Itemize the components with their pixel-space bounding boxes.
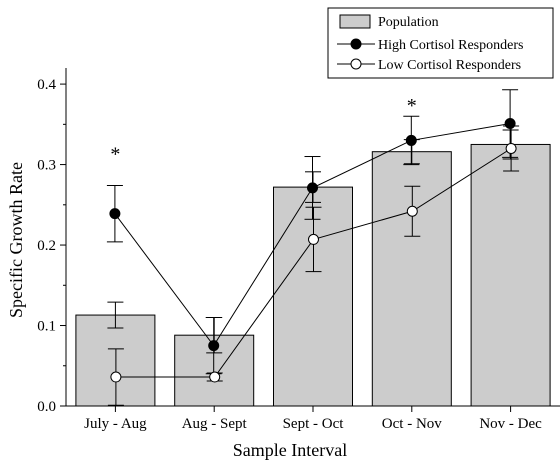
x-tick-label-1: Aug - Sept (182, 416, 248, 432)
x-tick-label-4: Nov - Dec (479, 416, 542, 432)
points-layer (109, 118, 517, 383)
y-tick-label-4: 0.4 (37, 77, 56, 93)
series0-point-1 (208, 340, 220, 352)
x-axis-title: Sample Interval (233, 440, 347, 460)
series0-point-3 (405, 134, 417, 146)
y-tick-label-3: 0.3 (37, 158, 56, 174)
significance-marker-1: * (407, 95, 417, 117)
legend-population-label: Population (378, 15, 439, 30)
legend-population-swatch (339, 14, 371, 29)
y-tick-label-0: 0.0 (37, 399, 56, 415)
bar-4 (470, 143, 551, 407)
series1-point-4 (505, 142, 517, 154)
legend-high-marker (350, 38, 362, 50)
bar-0 (75, 314, 156, 407)
series1-point-1 (209, 371, 221, 383)
x-tick-label-3: Oct - Nov (382, 416, 442, 432)
legend-low-label: Low Cortisol Responders (378, 58, 521, 73)
series0-point-2 (307, 182, 318, 194)
axes-layer (60, 68, 560, 412)
x-tick-label-0: July - Aug (84, 416, 147, 432)
y-tick-label-2: 0.2 (37, 238, 56, 254)
y-tick-label-1: 0.1 (37, 319, 56, 335)
significance-marker-0: * (110, 143, 120, 165)
series1-point-3 (406, 205, 418, 217)
legend-low-marker (350, 58, 362, 70)
labels-layer: 0.0 0.1 0.2 0.3 0.4 July - Aug Aug - Sept Sept … (37, 77, 542, 432)
y-axis-title: Specific Growth Rate (6, 162, 26, 318)
legend: Population High Cortisol Responders Low … (327, 7, 554, 79)
series1-point-0 (110, 371, 122, 383)
series0-point-0 (109, 208, 121, 220)
x-tick-label-2: Sept - Oct (283, 416, 345, 432)
series0-point-4 (504, 118, 516, 130)
series1-point-2 (308, 233, 319, 245)
legend-high-label: High Cortisol Responders (378, 38, 523, 53)
